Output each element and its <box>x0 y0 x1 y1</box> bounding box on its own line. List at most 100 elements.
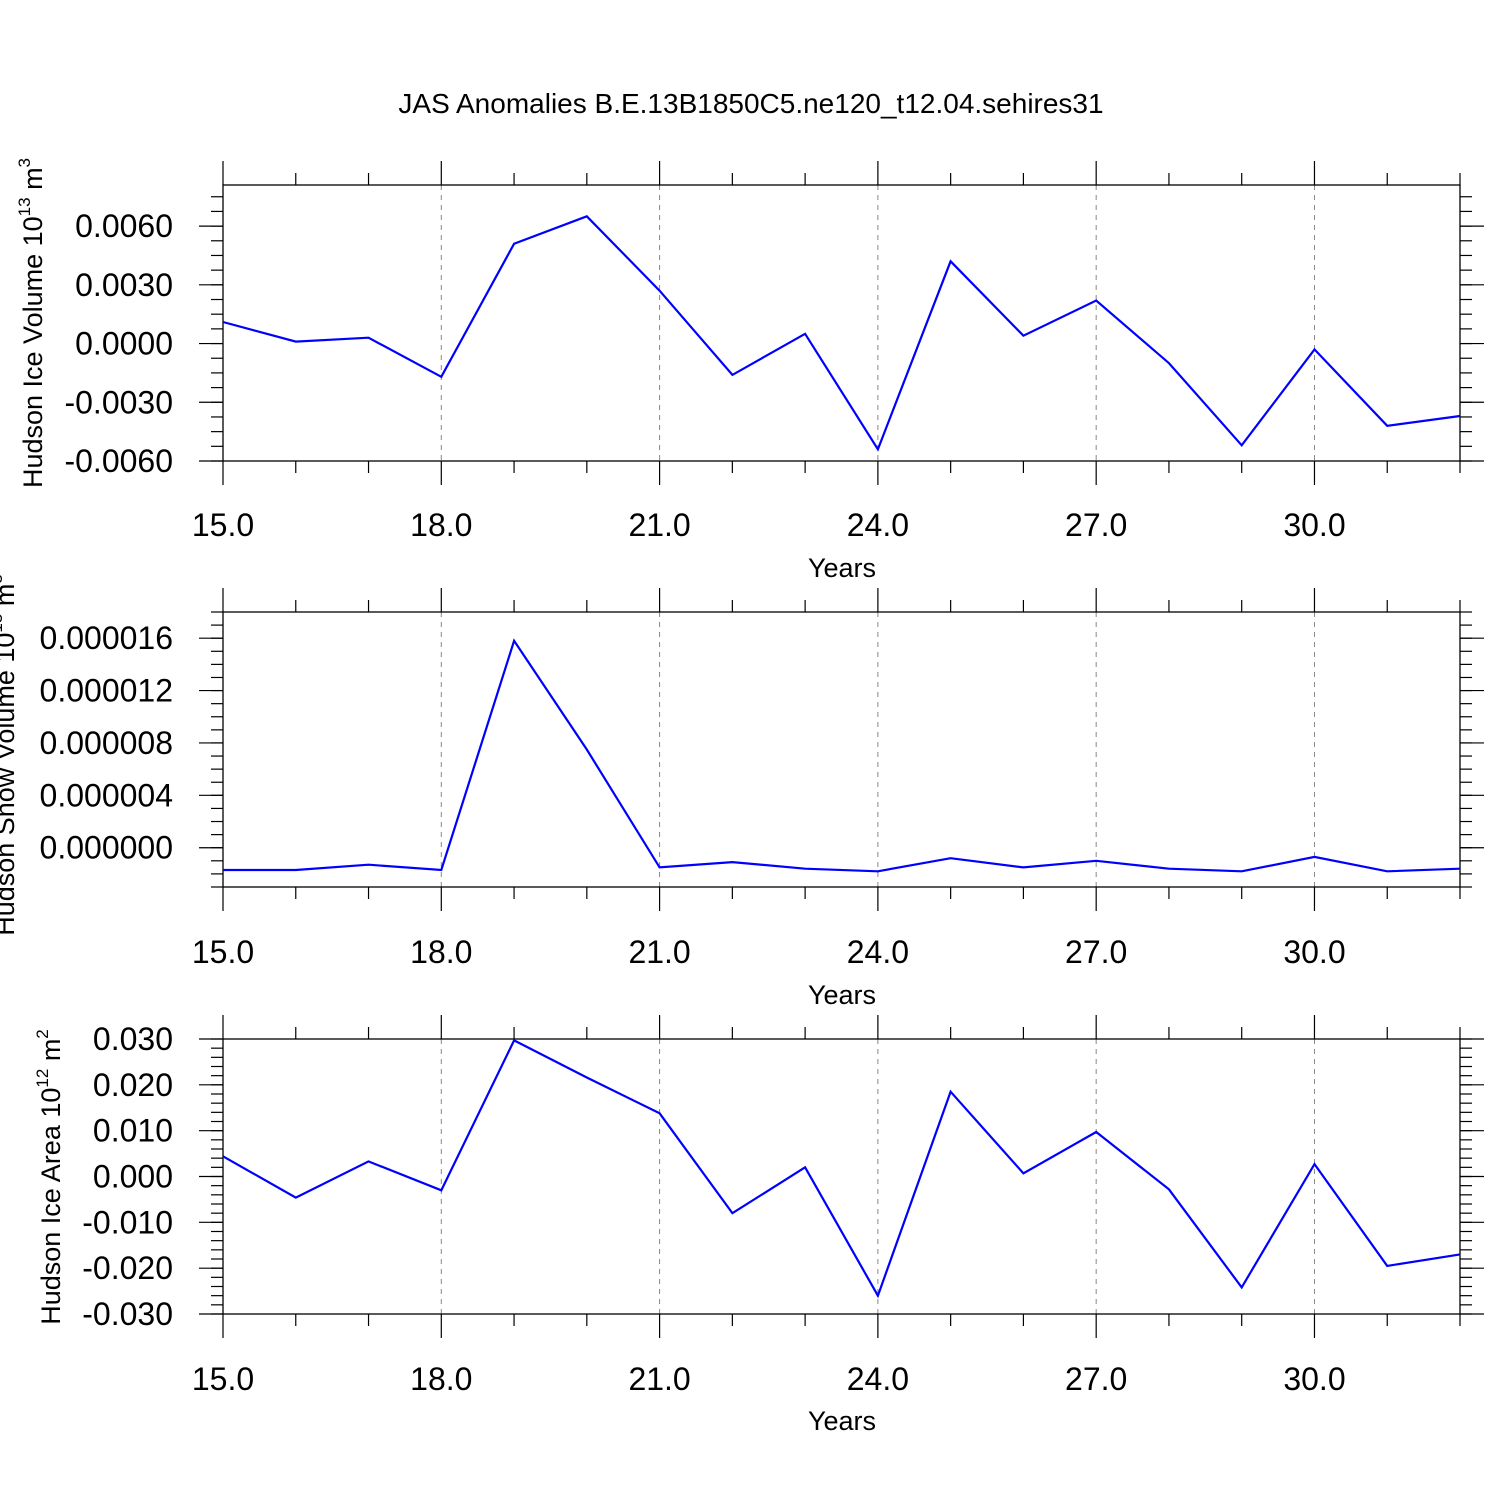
chart-title: JAS Anomalies B.E.13B1850C5.ne120_t12.04… <box>398 88 1103 119</box>
x-axis-title: Years <box>808 553 876 583</box>
x-tick-label: 24.0 <box>847 1361 909 1397</box>
data-point <box>366 1159 371 1164</box>
data-point <box>1094 1130 1099 1135</box>
y-tick-label: -0.010 <box>82 1204 173 1240</box>
data-point <box>512 241 517 246</box>
data-point <box>1312 1162 1317 1167</box>
data-point <box>730 1211 735 1216</box>
data-point <box>584 747 589 752</box>
data-point <box>1239 443 1244 448</box>
data-point <box>875 447 880 452</box>
y-axis-title-text: Hudson Snow Volume 10 <box>0 633 20 936</box>
series-line <box>222 215 1461 452</box>
plot-frame <box>222 611 1461 888</box>
data-point <box>803 1165 808 1170</box>
data-point <box>1094 298 1099 303</box>
y-tick-label: -0.0030 <box>64 384 173 420</box>
data-point <box>584 214 589 219</box>
panel-1: 0.0060 0.0030 0.0000 -0.0030 -0.0060 15.0 18.0… <box>15 158 1484 583</box>
y-axis-title-text: Hudson Ice Area 10 <box>36 1088 66 1325</box>
x-tick-label: 30.0 <box>1283 934 1345 970</box>
data-point <box>803 331 808 336</box>
data-point <box>1239 1285 1244 1290</box>
y-axis-title: Hudson Snow Volume 1013 m3 <box>0 574 20 936</box>
x-tick-label: 30.0 <box>1283 507 1345 543</box>
data-point <box>1021 333 1026 338</box>
x-tick-label: 24.0 <box>847 507 909 543</box>
y-axis-title: Hudson Ice Area 1012 m2 <box>33 1029 66 1325</box>
y-tick-label: 0.0000 <box>75 326 173 362</box>
y-tick-label: -0.0060 <box>64 443 173 479</box>
data-point <box>366 335 371 340</box>
y-axis-title-unit: m <box>18 167 48 197</box>
x-tick-label: 18.0 <box>410 1361 472 1397</box>
y-tick-label: 0.000016 <box>40 620 173 656</box>
x-axis-title: Years <box>808 980 876 1010</box>
y-axis-title-unit: m <box>0 584 20 614</box>
y-axis-title-unit: m <box>36 1039 66 1069</box>
x-tick-label: 15.0 <box>192 1361 254 1397</box>
x-tick-label: 24.0 <box>847 934 909 970</box>
y-axis-title-exponent: 13 <box>0 614 6 633</box>
data-point <box>221 320 226 325</box>
y-tick-label: 0.0060 <box>75 208 173 244</box>
y-tick-label: 0.000 <box>93 1159 173 1195</box>
data-point <box>1166 361 1171 366</box>
x-tick-label: 15.0 <box>192 934 254 970</box>
data-point <box>1094 858 1099 863</box>
y-axis-title-unit-exponent: 3 <box>0 574 6 583</box>
panels: 0.0060 0.0030 0.0000 -0.0030 -0.0060 15.0 18.0… <box>0 158 1484 1436</box>
data-point <box>657 288 662 293</box>
y-axis-title-text: Hudson Ice Volume 10 <box>18 216 48 488</box>
data-point <box>1385 423 1390 428</box>
x-tick-label: 27.0 <box>1065 1361 1127 1397</box>
x-tick-label: 18.0 <box>410 507 472 543</box>
data-point <box>657 1111 662 1116</box>
x-tick-label: 18.0 <box>410 934 472 970</box>
data-point <box>1166 866 1171 871</box>
y-tick-label: 0.000008 <box>40 725 173 761</box>
y-tick-label: 0.0030 <box>75 267 173 303</box>
data-point <box>1385 869 1390 874</box>
data-point <box>1458 413 1463 418</box>
y-axis-title-unit-exponent: 2 <box>33 1029 52 1038</box>
data-point <box>221 1154 226 1159</box>
x-tick-label: 27.0 <box>1065 507 1127 543</box>
data-point <box>657 865 662 870</box>
data-point <box>1458 1252 1463 1257</box>
y-axis-title-exponent: 12 <box>33 1069 52 1088</box>
data-point <box>730 372 735 377</box>
data-point <box>1312 347 1317 352</box>
data-point <box>803 866 808 871</box>
data-point <box>1239 869 1244 874</box>
x-tick-label: 21.0 <box>628 1361 690 1397</box>
data-point <box>221 867 226 872</box>
data-point <box>366 862 371 867</box>
series-line <box>222 1038 1461 1299</box>
data-point <box>948 1089 953 1094</box>
data-point <box>875 1293 880 1298</box>
data-point <box>584 1075 589 1080</box>
data-point <box>439 1188 444 1193</box>
data-point <box>293 867 298 872</box>
x-tick-label: 27.0 <box>1065 934 1127 970</box>
data-point <box>293 339 298 344</box>
y-axis-title-unit-exponent: 3 <box>15 158 34 167</box>
data-point <box>1385 1263 1390 1268</box>
panel-3: 0.030 0.020 0.010 0.000 -0.010 -0.020 -0.030 15… <box>33 1015 1484 1436</box>
y-tick-label: -0.020 <box>82 1250 173 1286</box>
series-line <box>223 638 1461 873</box>
y-tick-label: 0.000012 <box>40 673 173 709</box>
data-point <box>512 638 517 643</box>
data-point <box>439 867 444 872</box>
data-point <box>948 856 953 861</box>
x-tick-label: 21.0 <box>628 507 690 543</box>
data-point <box>1458 866 1463 871</box>
data-point <box>512 1038 517 1043</box>
data-point <box>948 259 953 264</box>
data-point <box>730 860 735 865</box>
data-point <box>875 869 880 874</box>
x-axis-title: Years <box>808 1406 876 1436</box>
y-axis-title: Hudson Ice Volume 1013 m3 <box>15 158 48 488</box>
